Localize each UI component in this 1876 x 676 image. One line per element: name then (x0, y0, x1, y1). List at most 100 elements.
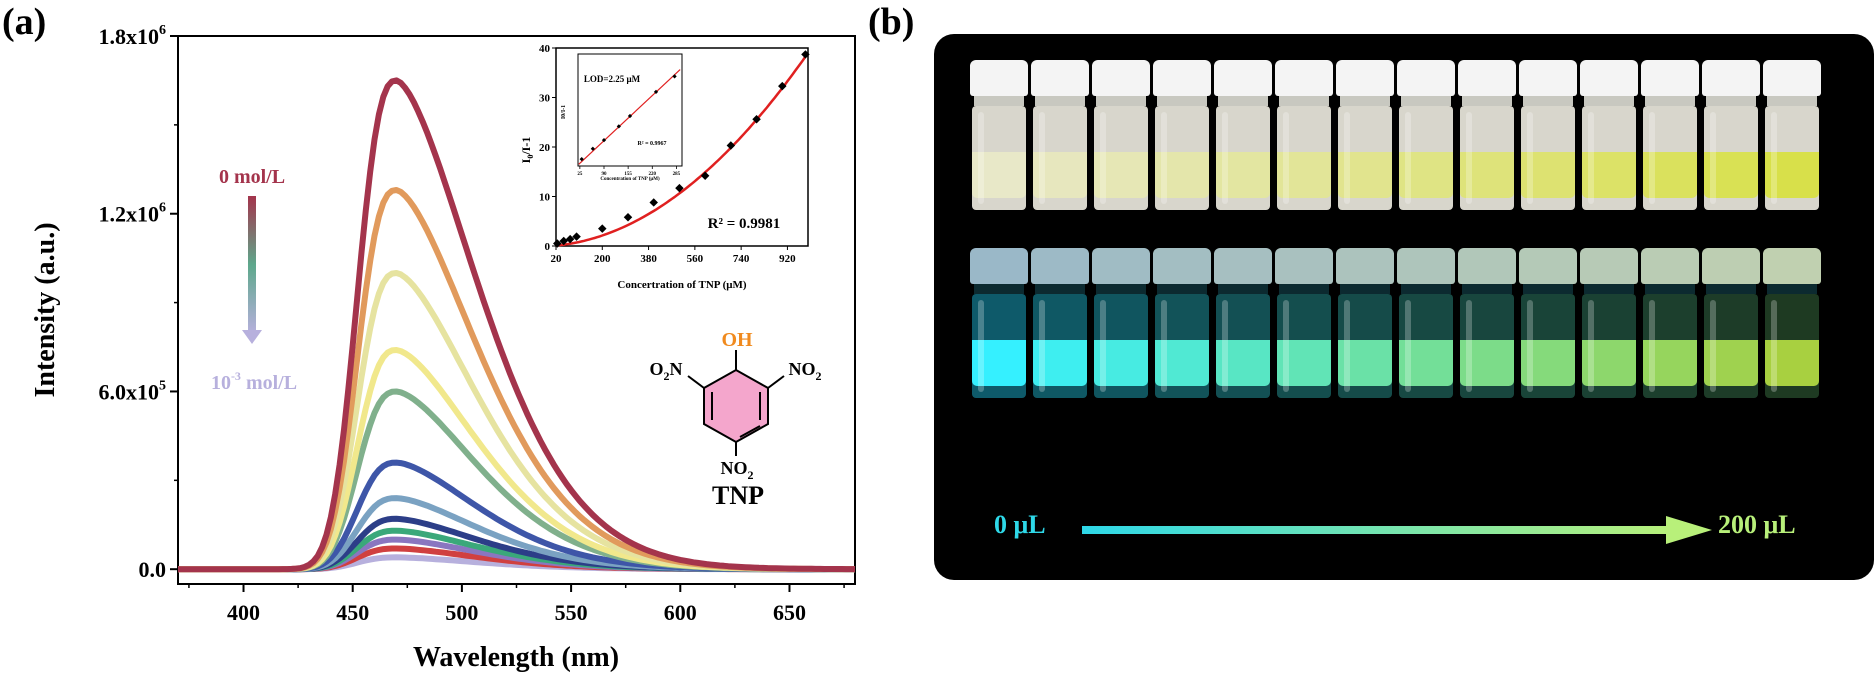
vial (1275, 248, 1333, 398)
inset-x-tick-label: 200 (594, 253, 611, 265)
vial (970, 60, 1028, 210)
vial-cap (1092, 248, 1150, 284)
vial-liquid (1643, 152, 1697, 198)
vial-liquid (1399, 340, 1453, 386)
sub-inset-points (578, 69, 681, 165)
main-axis-ticks: 400 450 500 550 600 6500.06.0x1051.2x1061.8x1… (99, 23, 845, 625)
vial-cap (1580, 248, 1638, 284)
vial (1702, 60, 1760, 210)
vial-cap (1092, 60, 1150, 96)
vial (1336, 248, 1394, 398)
vial-body (1216, 294, 1270, 398)
vial-liquid (1460, 340, 1514, 386)
legend-top-label: 0 mol/L (219, 166, 285, 188)
uv-vial-row (970, 248, 1834, 398)
vial-liquid (1521, 340, 1575, 386)
vial-cap (1336, 60, 1394, 96)
molecule-no2-bottom: NO2 (721, 458, 754, 482)
vial-body (1277, 106, 1331, 210)
vial-liquid (1216, 152, 1270, 198)
inset-y-tick-label: 40 (539, 43, 551, 55)
sub-inset-frame (577, 53, 683, 167)
vial-liquid (1277, 340, 1331, 386)
vial (1458, 60, 1516, 210)
vial (1519, 248, 1577, 398)
vial-cap (1763, 60, 1821, 96)
vial-body (1033, 106, 1087, 210)
vial-liquid (972, 152, 1026, 198)
vial (1641, 248, 1699, 398)
vial (1763, 248, 1821, 398)
inset-chart: 20 200 380 560 740 920 0 10 20 30 40 Concertration… (519, 43, 810, 291)
inset-x-tick-label: 560 (687, 253, 704, 265)
vial-cap (1397, 60, 1455, 96)
vial (1092, 60, 1150, 210)
daylight-vial-row (970, 60, 1834, 210)
vial-liquid (1704, 152, 1758, 198)
sub-inset-x-tick-label: 285 (673, 172, 681, 177)
vial-liquid (1155, 340, 1209, 386)
vial-liquid (1033, 340, 1087, 386)
vial (1397, 248, 1455, 398)
vial-body (1155, 106, 1209, 210)
vial (1397, 60, 1455, 210)
inset-y-tick-label: 30 (539, 93, 551, 105)
vial-cap (1519, 248, 1577, 284)
vial (1641, 60, 1699, 210)
inset-y-tick-label: 20 (539, 142, 551, 154)
vial (1092, 248, 1150, 398)
vial-body (972, 294, 1026, 398)
x-tick-label: 600 (664, 600, 697, 625)
vial-cap (1641, 248, 1699, 284)
vial-body (1277, 294, 1331, 398)
vial-liquid (1033, 152, 1087, 198)
inset-x-axis-label: Concertration of TNP (μM) (617, 279, 746, 291)
vial-body (1155, 294, 1209, 398)
vial-cap (1031, 248, 1089, 284)
sub-inset-lod: LOD=2.25 μM (584, 74, 641, 84)
vial-liquid (1643, 340, 1697, 386)
vial-cap (1214, 248, 1272, 284)
vial-cap (1275, 60, 1333, 96)
inset-y-tick-label: 10 (539, 192, 551, 204)
vial-cap (1702, 60, 1760, 96)
sub-inset-x-tick-label: 220 (649, 172, 657, 177)
sub-inset-point (579, 156, 584, 162)
sub-inset-r2: R² = 0.9967 (637, 141, 666, 147)
legend-arrow-head (242, 330, 262, 344)
vial (1275, 60, 1333, 210)
vial (1702, 248, 1760, 398)
vial-liquid (972, 340, 1026, 386)
vial-liquid (1338, 152, 1392, 198)
vial-liquid (1094, 340, 1148, 386)
inset-x-tick-label: 920 (779, 253, 796, 265)
inset-y-tick-label: 0 (545, 241, 551, 253)
panel-a-label: (a) (2, 1, 47, 43)
vial-cap (1458, 60, 1516, 96)
vial-liquid (1765, 152, 1819, 198)
vial-body (1765, 294, 1819, 398)
x-tick-label: 400 (227, 600, 260, 625)
vial-cap (1580, 60, 1638, 96)
vial-cap (1519, 60, 1577, 96)
sub-inset-axis-ticks: 25 90 155 220 285 (577, 166, 681, 177)
vial (1031, 248, 1089, 398)
vial-cap (1153, 248, 1211, 284)
sub-inset-x-axis-label: Concentration of TNP (μM) (600, 177, 660, 182)
sub-inset-point (601, 138, 607, 143)
vial-cap (1214, 60, 1272, 96)
vial-body (1521, 294, 1575, 398)
vial-cap (1641, 60, 1699, 96)
y-tick-label: 1.8x106 (99, 23, 167, 49)
vial-liquid (1582, 152, 1636, 198)
vial-cap (1702, 248, 1760, 284)
vial-body (1704, 106, 1758, 210)
inset-x-tick-label: 20 (551, 253, 563, 265)
vial-body (1643, 106, 1697, 210)
vial-liquid (1521, 152, 1575, 198)
inset-x-tick-label: 380 (640, 253, 657, 265)
vial-liquid (1460, 152, 1514, 198)
vial (1763, 60, 1821, 210)
inset-fit-line (555, 55, 807, 247)
vial-cap (1336, 248, 1394, 284)
